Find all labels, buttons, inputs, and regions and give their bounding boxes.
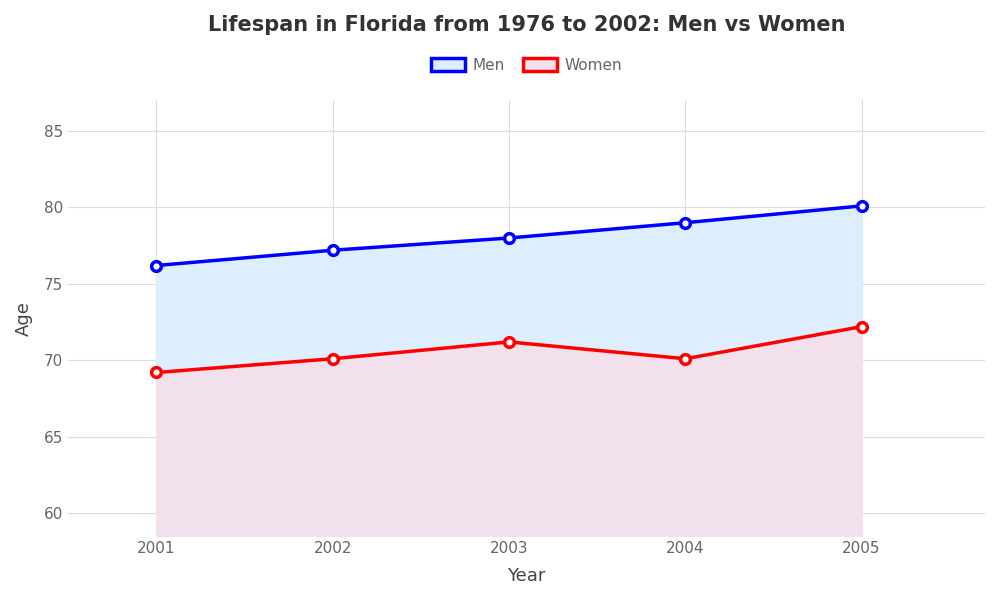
Y-axis label: Age: Age	[15, 301, 33, 335]
Title: Lifespan in Florida from 1976 to 2002: Men vs Women: Lifespan in Florida from 1976 to 2002: M…	[208, 15, 845, 35]
X-axis label: Year: Year	[507, 567, 546, 585]
Legend: Men, Women: Men, Women	[425, 52, 628, 79]
